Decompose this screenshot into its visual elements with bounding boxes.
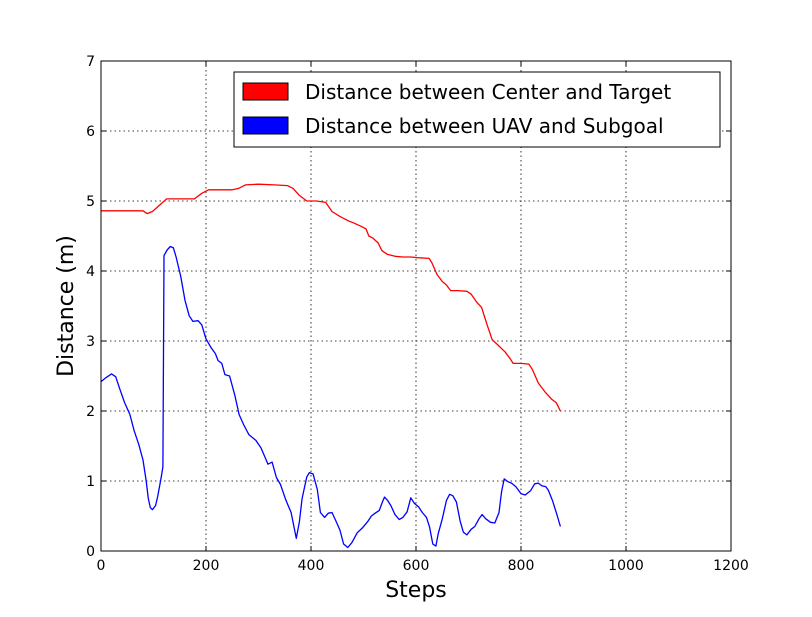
y-tick-label: 3 [86,334,95,350]
x-tick-label: 1200 [713,558,749,574]
ticks: 0 200 400 600 800 1000 1200 0 1 2 3 4 5 6 7 [86,54,749,574]
legend-box [233,71,721,148]
series-line-0 [101,183,561,412]
x-tick-label: 0 [97,558,106,574]
y-tick-label: 6 [86,124,95,140]
x-tick-label: 800 [508,558,535,574]
x-tick-label: 400 [298,558,325,574]
series-line-1 [100,245,562,549]
y-tick-label: 1 [86,474,95,490]
x-axis-title: Steps [385,578,447,603]
y-tick-label: 2 [86,404,95,420]
y-tick-label: 7 [86,54,95,70]
legend-swatch-uav-subgoal [242,116,289,135]
y-axis-title: Distance (m) [54,235,79,377]
y-tick-label: 4 [86,264,95,280]
legend-swatch-center-target [242,82,289,101]
series-lines [100,183,562,549]
legend-label-center-target: Distance between Center and Target [305,80,671,104]
x-tick-label: 200 [193,558,220,574]
x-tick-label: 600 [403,558,430,574]
y-tick-label: 5 [86,194,95,210]
y-tick-label: 0 [86,544,95,560]
legend-label-uav-subgoal: Distance between UAV and Subgoal [305,114,664,138]
x-tick-label: 1000 [608,558,644,574]
legend: Distance between Center and Target Dista… [233,71,721,148]
